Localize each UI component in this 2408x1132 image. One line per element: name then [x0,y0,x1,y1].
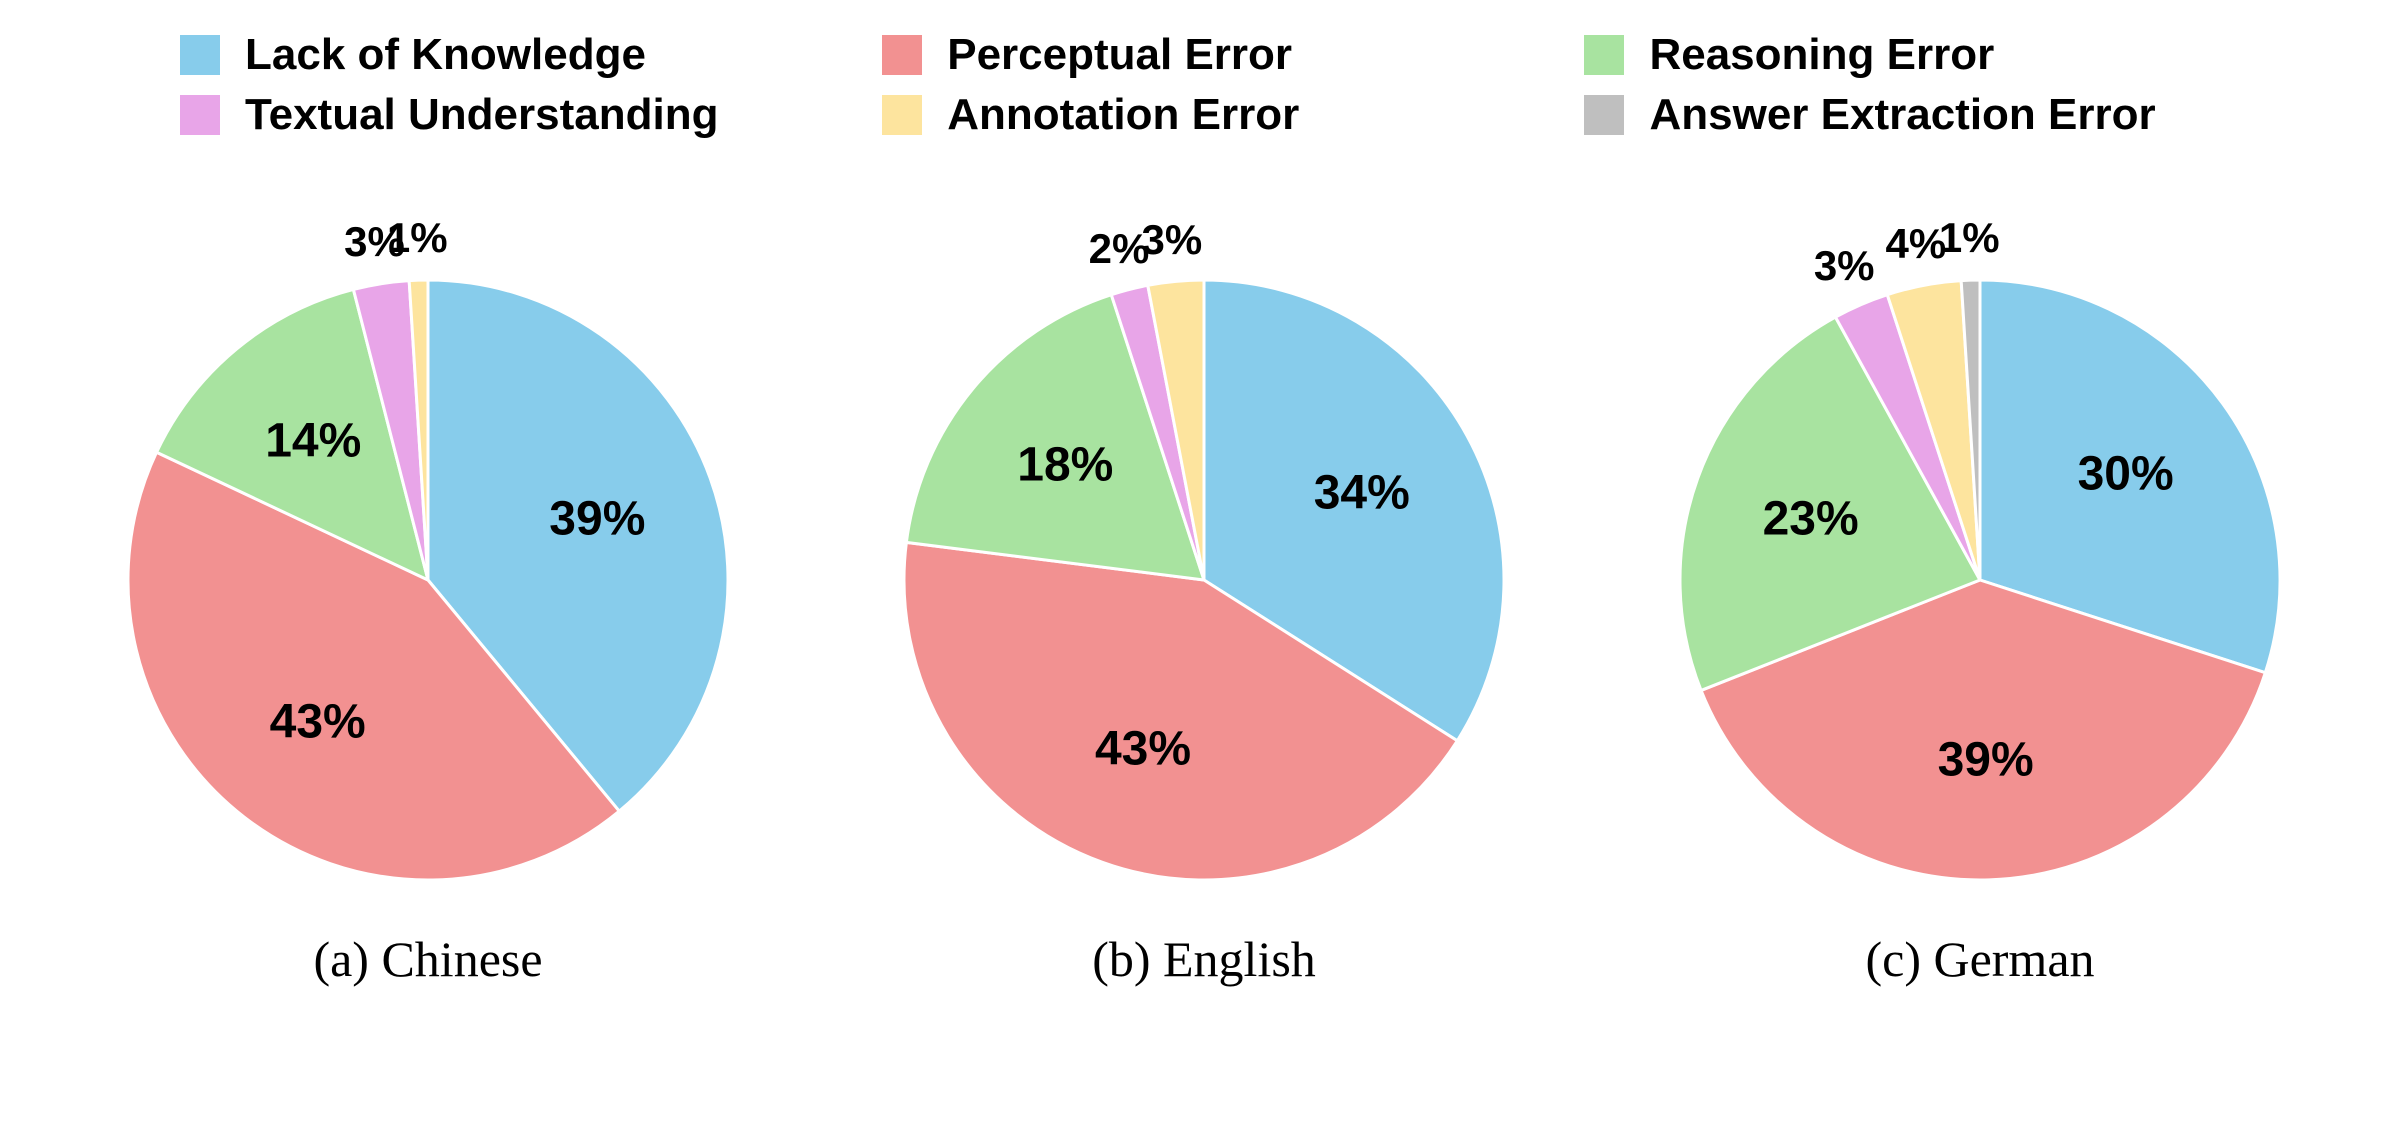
pie-svg [88,210,768,890]
pie-wrap: 30%39%23%3%4%1% [1640,210,2320,890]
legend-label: Answer Extraction Error [1649,90,2155,140]
legend-item: Textual Understanding [180,90,882,140]
legend-label: Textual Understanding [245,90,718,140]
legend-label: Annotation Error [947,90,1299,140]
legend-label: Reasoning Error [1649,30,1994,80]
legend-label: Lack of Knowledge [245,30,646,80]
pie-svg [864,210,1544,890]
legend-swatch [882,35,922,75]
legend-item: Reasoning Error [1584,30,2286,80]
pie-chart-english: 34%43%18%2%3% (b) English [864,210,1544,988]
chart-caption: (c) German [1865,930,2094,988]
legend-item: Perceptual Error [882,30,1584,80]
pie-svg [1640,210,2320,890]
pie-chart-chinese: 39%43%14%3%1% (a) Chinese [88,210,768,988]
chart-caption: (a) Chinese [313,930,542,988]
pie-chart-german: 30%39%23%3%4%1% (c) German [1640,210,2320,988]
legend-item: Answer Extraction Error [1584,90,2286,140]
legend: Lack of Knowledge Perceptual Error Reaso… [0,0,2408,170]
pie-wrap: 34%43%18%2%3% [864,210,1544,890]
charts-row: 39%43%14%3%1% (a) Chinese 34%43%18%2%3% … [0,170,2408,988]
chart-caption: (b) English [1092,930,1316,988]
legend-swatch [180,35,220,75]
legend-swatch [882,95,922,135]
legend-item: Lack of Knowledge [180,30,882,80]
legend-label: Perceptual Error [947,30,1292,80]
pie-wrap: 39%43%14%3%1% [88,210,768,890]
legend-swatch [180,95,220,135]
legend-swatch [1584,95,1624,135]
legend-swatch [1584,35,1624,75]
legend-item: Annotation Error [882,90,1584,140]
